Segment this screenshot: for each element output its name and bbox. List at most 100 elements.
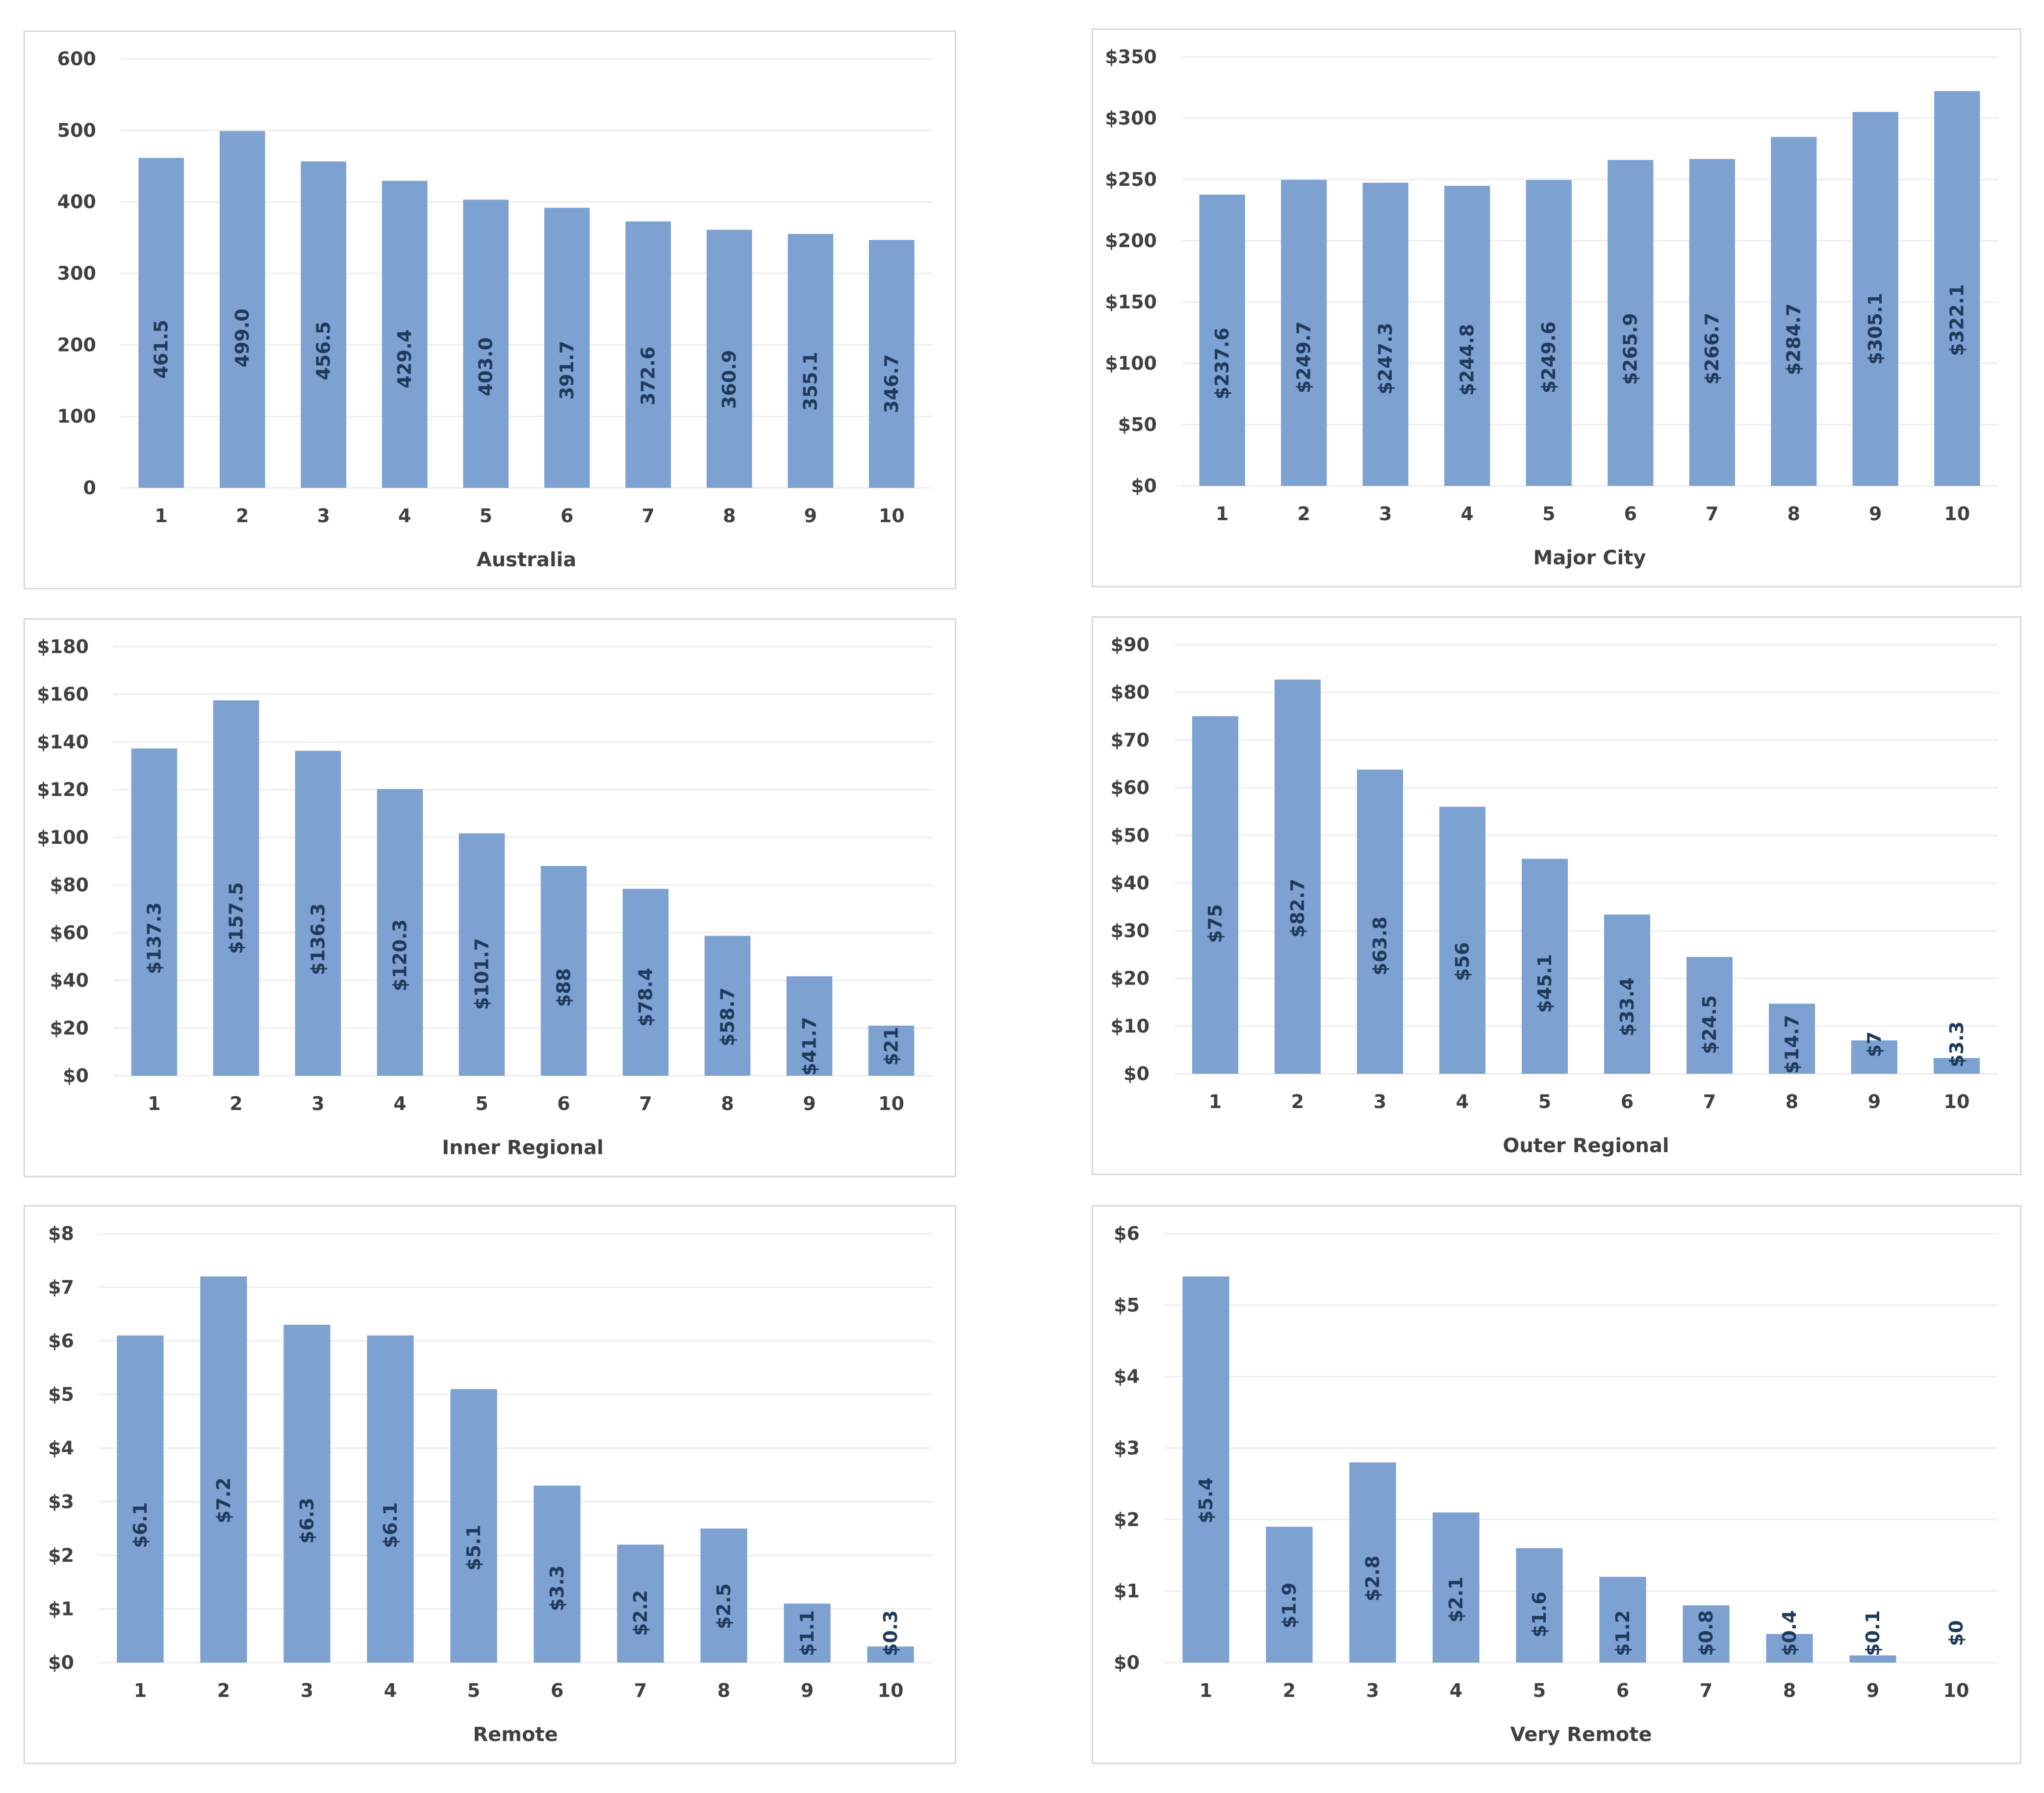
chart-australia: 0 100 200 300 400 500 600 461.5 1 499.0 2 456.5 3 429… <box>57 48 932 571</box>
data-label: 499.0 <box>231 308 253 367</box>
data-label: $322.1 <box>1946 284 1968 356</box>
x-tick-label: 2 <box>1298 503 1310 525</box>
bar <box>1933 1058 1980 1074</box>
y-tick-label: 600 <box>57 48 96 70</box>
data-label: $63.8 <box>1369 916 1391 975</box>
y-tick-label: 300 <box>57 263 96 284</box>
x-axis-label: Major City <box>1533 547 1646 569</box>
x-axis-label: Remote <box>473 1723 558 1746</box>
data-label: $265.9 <box>1620 313 1641 385</box>
y-tick-label: $100 <box>1105 353 1157 374</box>
data-label: 355.1 <box>800 352 821 410</box>
y-tick-label: $4 <box>1114 1366 1140 1388</box>
bar <box>1362 182 1408 486</box>
bar <box>1604 914 1651 1074</box>
bar <box>1192 716 1239 1074</box>
y-tick-label: $80 <box>1111 682 1150 703</box>
data-label: $88 <box>553 968 575 1007</box>
y-tick-label: $0 <box>1114 1652 1140 1673</box>
x-tick-label: 6 <box>1616 1680 1629 1701</box>
x-tick-label: 4 <box>398 505 411 527</box>
chart-panel-remote: $0 $1 $2 $3 $4 $5 $6 $7 $8 $6.1 1 $7.2 2 $6.3 3 $6.1 4 $5… <box>24 1205 956 1764</box>
x-tick-label: 9 <box>1866 1680 1879 1701</box>
x-tick-label: 1 <box>1209 1091 1222 1112</box>
chart-panel-inner-regional: $0 $20 $40 $60 $80 $100 $120 $140 $160 $180 $137.3… <box>24 618 956 1177</box>
bar <box>1768 1004 1815 1074</box>
bar <box>1516 1548 1563 1663</box>
y-tick-label: $50 <box>1118 414 1157 435</box>
x-tick-label: 5 <box>1542 503 1555 525</box>
data-label: $75 <box>1204 904 1226 943</box>
data-label: $24.5 <box>1699 995 1720 1054</box>
data-label: $1.9 <box>1278 1583 1300 1629</box>
bar <box>200 1276 247 1663</box>
chart-panel-outer-regional: $0 $10 $20 $30 $40 $50 $60 $70 $80 $90 $75 1 $82.7 2 $… <box>1092 616 2021 1175</box>
x-tick-label: 8 <box>717 1680 730 1701</box>
data-label: $5.4 <box>1195 1477 1217 1523</box>
data-label: $2.1 <box>1445 1576 1467 1622</box>
data-label: $0 <box>1945 1620 1967 1646</box>
x-tick-label: 2 <box>1291 1091 1304 1112</box>
bar <box>868 1025 915 1076</box>
bar <box>382 180 428 488</box>
x-tick-label: 1 <box>148 1093 160 1114</box>
data-label: $45.1 <box>1534 954 1556 1013</box>
data-label: $41.7 <box>799 1017 820 1076</box>
data-label: $78.4 <box>635 968 657 1027</box>
x-tick-label: 4 <box>384 1680 397 1701</box>
bar <box>450 1389 497 1663</box>
y-tick-label: $20 <box>50 1017 89 1039</box>
x-tick-label: 5 <box>480 505 492 527</box>
x-tick-label: 3 <box>1379 503 1392 525</box>
x-axis-label: Inner Regional <box>442 1136 604 1159</box>
x-tick-label: 2 <box>230 1093 242 1114</box>
y-tick-label: $10 <box>1111 1015 1150 1037</box>
bar <box>219 131 265 488</box>
x-tick-label: 1 <box>1200 1680 1212 1701</box>
data-label: $7.2 <box>213 1477 234 1523</box>
x-tick-label: 10 <box>878 1093 904 1114</box>
x-tick-label: 1 <box>134 1680 147 1701</box>
x-tick-label: 3 <box>317 505 330 527</box>
data-label: $14.7 <box>1781 1015 1803 1074</box>
data-label: $56 <box>1452 942 1473 981</box>
x-tick-label: 3 <box>311 1093 324 1114</box>
x-tick-label: 8 <box>1788 503 1800 525</box>
data-label: $249.6 <box>1538 322 1559 394</box>
bar <box>788 234 834 488</box>
bar <box>213 700 259 1076</box>
data-label: $137.3 <box>144 902 165 974</box>
chart-outer-regional: $0$10$20$30$40$50$60$70$80$90$751$82.72$… <box>1111 634 1998 1157</box>
y-tick-label: $30 <box>1111 920 1150 941</box>
y-tick-label: $40 <box>1111 872 1150 894</box>
x-tick-label: 2 <box>236 505 249 527</box>
bar <box>1849 1655 1896 1663</box>
x-tick-label: 4 <box>1450 1680 1462 1701</box>
bar <box>869 240 915 488</box>
x-axis-label: Australia <box>477 549 577 571</box>
bar <box>1689 159 1735 486</box>
y-tick-label: $300 <box>1105 107 1157 129</box>
x-tick-label: 5 <box>467 1680 480 1701</box>
x-tick-label: 8 <box>723 505 736 527</box>
data-label: $101.7 <box>471 938 493 1010</box>
y-tick-label: $5 <box>48 1384 74 1405</box>
y-tick-label: $2 <box>1114 1509 1140 1530</box>
bar <box>463 200 509 488</box>
data-label: $1.1 <box>796 1610 818 1656</box>
y-tick-label: $6 <box>1114 1223 1140 1244</box>
y-tick-label: $1 <box>1114 1580 1140 1602</box>
data-label: $82.7 <box>1287 879 1308 937</box>
x-tick-label: 4 <box>1461 503 1474 525</box>
data-label: 461.5 <box>151 320 172 379</box>
bar <box>534 1486 581 1663</box>
y-tick-label: $0 <box>63 1065 89 1086</box>
x-tick-label: 10 <box>1944 503 1970 525</box>
bar <box>786 976 833 1076</box>
data-label: 403.0 <box>475 337 497 396</box>
y-tick-label: $200 <box>1105 230 1157 252</box>
chart-panel-australia: 0 100 200 300 400 500 600 461.5 1 499.0 2 456.5 3 429… <box>24 30 956 589</box>
bar <box>784 1603 831 1663</box>
data-label: $244.8 <box>1456 324 1478 396</box>
y-tick-label: $100 <box>37 827 89 848</box>
